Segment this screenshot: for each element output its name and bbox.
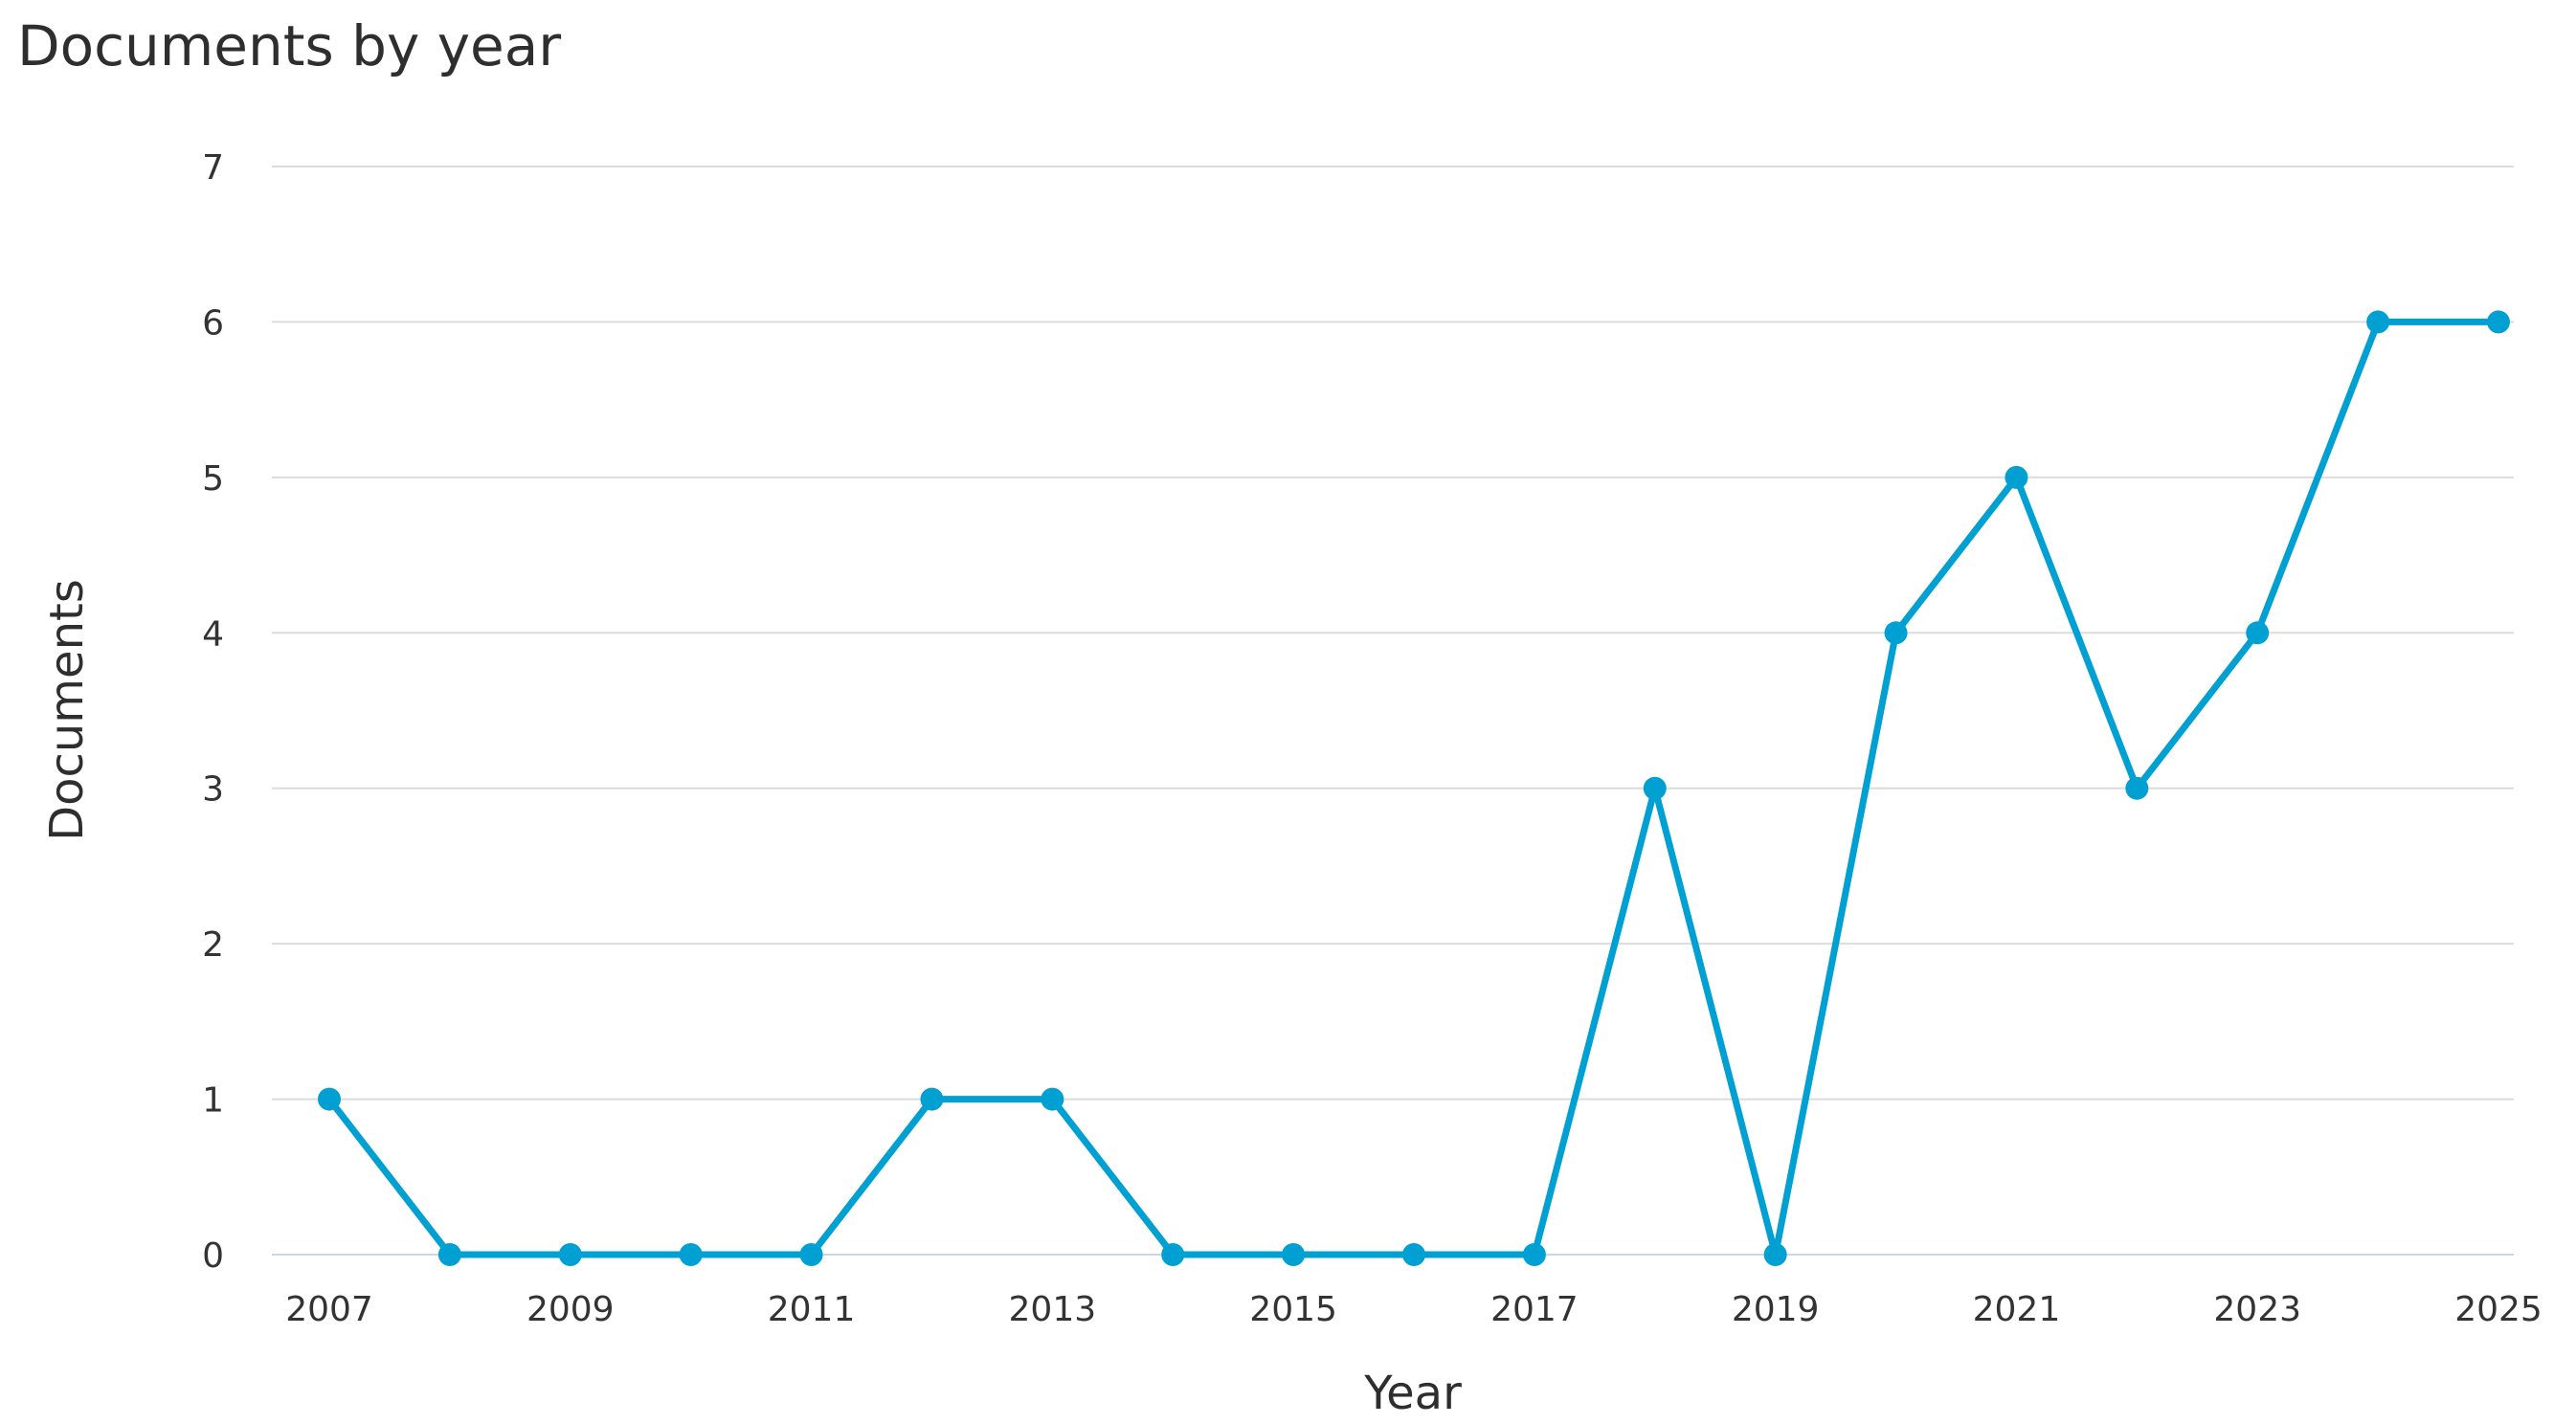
x-tick-label: 2007 [285, 1290, 373, 1329]
y-tick-label: 0 [202, 1236, 224, 1276]
x-tick-label: 2023 [2213, 1290, 2301, 1329]
x-tick-label: 2015 [1249, 1290, 1337, 1329]
chart-title: Documents by year [17, 13, 561, 78]
y-tick-label: 4 [202, 614, 224, 654]
data-point[interactable] [437, 1243, 461, 1266]
y-tick-label: 2 [202, 925, 224, 965]
x-tick-label: 2011 [768, 1290, 856, 1329]
data-point[interactable] [2125, 776, 2149, 800]
x-axis-title: Year [1363, 1367, 1462, 1420]
data-point[interactable] [558, 1243, 582, 1266]
x-tick-label: 2019 [1732, 1290, 1820, 1329]
data-point[interactable] [1282, 1243, 1306, 1266]
x-tick-label: 2013 [1009, 1290, 1097, 1329]
series-layer [318, 310, 2510, 1266]
y-tick-label: 3 [202, 770, 224, 810]
data-point[interactable] [1041, 1087, 1064, 1111]
data-point[interactable] [318, 1087, 341, 1111]
y-tick-label: 5 [202, 459, 224, 499]
data-point[interactable] [2005, 465, 2028, 489]
data-point[interactable] [1402, 1243, 1425, 1266]
gridlines [272, 166, 2514, 1256]
x-tick-label: 2025 [2454, 1290, 2542, 1329]
y-tick-label: 7 [202, 148, 224, 188]
data-point[interactable] [2366, 310, 2390, 334]
y-tick-label: 1 [202, 1081, 224, 1121]
data-point[interactable] [920, 1087, 944, 1111]
x-tick-label: 2009 [526, 1290, 615, 1329]
data-point[interactable] [1522, 1243, 1546, 1266]
data-point[interactable] [1161, 1243, 1185, 1266]
data-point[interactable] [2487, 310, 2510, 334]
data-point[interactable] [1763, 1243, 1787, 1266]
x-tick-label: 2017 [1490, 1290, 1579, 1329]
y-tick-label: 6 [202, 303, 224, 343]
x-axis-tick-labels: 2007 2009 2011 2013 2015 2017 2019 2021 2023 2025 [285, 1290, 2542, 1329]
y-axis-tick-labels: 0 1 2 3 4 5 6 7 [202, 148, 224, 1276]
data-point[interactable] [2246, 621, 2270, 645]
data-point[interactable] [679, 1243, 703, 1266]
y-axis-title: Documents [40, 579, 94, 841]
data-point[interactable] [1884, 621, 1908, 645]
x-tick-label: 2021 [1973, 1290, 2061, 1329]
data-point[interactable] [799, 1243, 823, 1266]
data-point[interactable] [1643, 776, 1667, 800]
